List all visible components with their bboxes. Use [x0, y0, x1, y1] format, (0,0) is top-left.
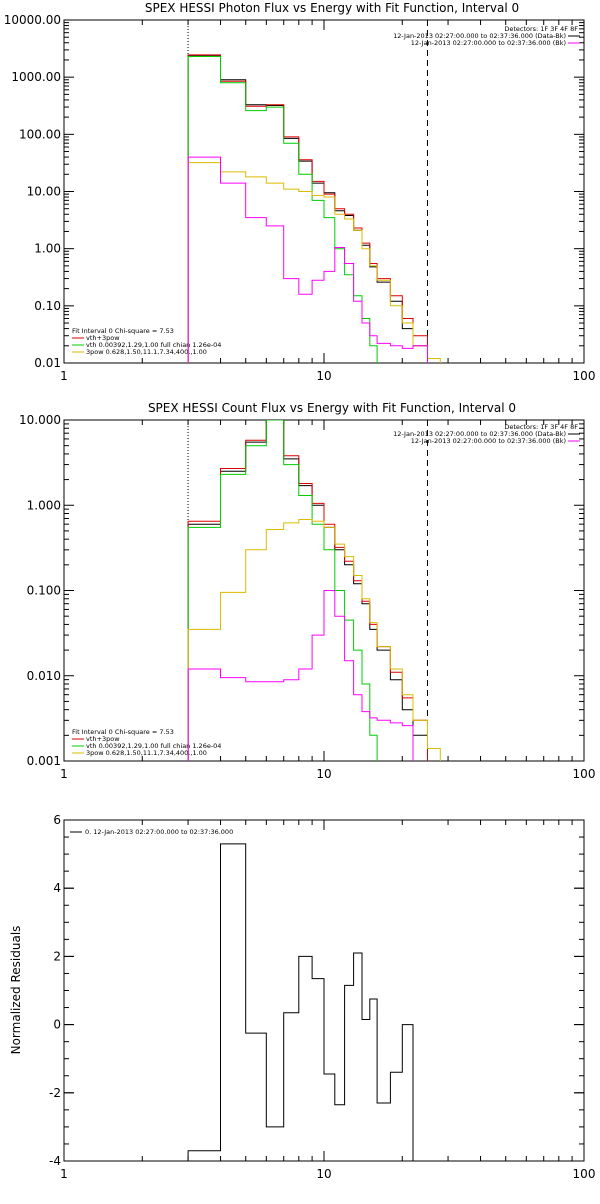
panel-2-xtick-label: 100 [573, 767, 596, 781]
panel-1-ytick-label: 100.00 [19, 127, 61, 141]
panel-2-series-group [187, 420, 441, 761]
panel-1-series-0 [187, 54, 428, 363]
panel-1-legend-3: 3pow 0.628,1.50,11.1,7.34,400.,1.00 [86, 348, 207, 356]
panel-1-xtick-label: 1 [60, 369, 68, 383]
panel-1-legend-2: vth 0.00392,1.29,1.00 full chian 1.26e-0… [86, 341, 221, 349]
panel-2-series-2 [187, 420, 378, 761]
panel-1-bk-interval: 12-Jan-2013 02:27:00.000 to 02:37:36.000… [411, 39, 566, 47]
panel-3-ylabel: Normalized Residuals [9, 926, 23, 1055]
panel-2-ytick-label: 10.000 [19, 413, 61, 427]
panel-1-series-group [187, 54, 441, 363]
panel-1-ytick-label: 10.00 [27, 185, 61, 199]
panel-1-ytick-label: 1000.00 [11, 70, 61, 84]
panel-2-ytick-label: 1.000 [27, 498, 61, 512]
panel-2-xtick-label: 1 [60, 767, 68, 781]
panel-2-legend-0: Fit Interval 0 Chi-square = 7.53 [72, 728, 174, 736]
panel-2-data-interval: 12-Jan-2013 02:27:00.000 to 02:37:36.000… [393, 430, 566, 438]
panel-2-series-4 [187, 590, 414, 761]
panel-1-series-4 [187, 156, 428, 363]
panel-1-ytick-label: 1.00 [34, 242, 61, 256]
panel-2-legend-1: vth+3pow [86, 735, 120, 743]
panel-3-ytick-label: -2 [49, 1086, 61, 1100]
panel-1-legend-0: Fit Interval 0 Chi-square = 7.53 [72, 327, 174, 335]
panel-1-xtick-label: 100 [573, 369, 596, 383]
panel-3-legend-0: 0. 12-Jan-2013 02:27:00.000 to 02:37:36.… [85, 828, 233, 836]
panel-1-ytick-label: 0.10 [34, 299, 61, 313]
panel-1-ytick-label: 10000.00 [4, 13, 61, 27]
panel-1-ytick-label: 0.01 [34, 356, 61, 370]
panel-2-bk-interval: 12-Jan-2013 02:27:00.000 to 02:37:36.000… [411, 437, 566, 445]
panel-3-series-0 [187, 843, 428, 1161]
panel-2-ytick-label: 0.100 [27, 584, 61, 598]
panel-3-ytick-label: -4 [49, 1154, 61, 1168]
panel-2-legend-3: 3pow 0.628,1.50,11.1,7.34,400.,1.00 [86, 749, 207, 757]
panel-2-xtick-label: 10 [316, 767, 331, 781]
panel-2-ytick-label: 0.001 [27, 754, 61, 768]
count-flux-panel: SPEX HESSI Count Flux vs Energy with Fit… [19, 401, 595, 781]
panel-2-title: SPEX HESSI Count Flux vs Energy with Fit… [148, 401, 516, 415]
panel-1-legend-1: vth+3pow [86, 334, 120, 342]
panel-2-legend-2: vth 0.00392,1.29,1.00 full chian 1.26e-0… [86, 742, 221, 750]
panel-2-series-3 [187, 519, 441, 761]
panel-1-title: SPEX HESSI Photon Flux vs Energy with Fi… [145, 1, 519, 15]
panel-3-xtick-label: 10 [316, 1167, 331, 1181]
panel-2-ytick-label: 0.010 [27, 669, 61, 683]
panel-1-series-2 [187, 56, 378, 363]
panel-3-ytick-label: 0 [53, 1018, 61, 1032]
panel-3-series-group [187, 843, 428, 1161]
panel-1-series-1 [187, 54, 428, 363]
panel-1-detectors: Detectors: 1F 3F 4F 8F [504, 25, 578, 33]
panel-3-ytick-label: 6 [53, 813, 61, 827]
panel-2-series-1 [187, 420, 428, 761]
panel-3-ytick-label: 4 [53, 881, 61, 895]
panel-3-xtick-label: 100 [573, 1167, 596, 1181]
residuals-panel: Normalized Residuals 0. 12-Jan-2013 02:2… [9, 813, 595, 1181]
panel-1-data-interval: 12-Jan-2013 02:27:00.000 to 02:37:36.000… [393, 32, 566, 40]
panel-1-series-3 [187, 162, 441, 363]
panel-2-series-0 [187, 420, 428, 761]
panel-1-xtick-label: 10 [316, 369, 331, 383]
photon-flux-panel: SPEX HESSI Photon Flux vs Energy with Fi… [4, 1, 596, 383]
panel-3-xtick-label: 1 [60, 1167, 68, 1181]
panel-2-detectors: Detectors: 1F 3F 4F 8F [504, 423, 578, 431]
panel-3-ytick-label: 2 [53, 949, 61, 963]
